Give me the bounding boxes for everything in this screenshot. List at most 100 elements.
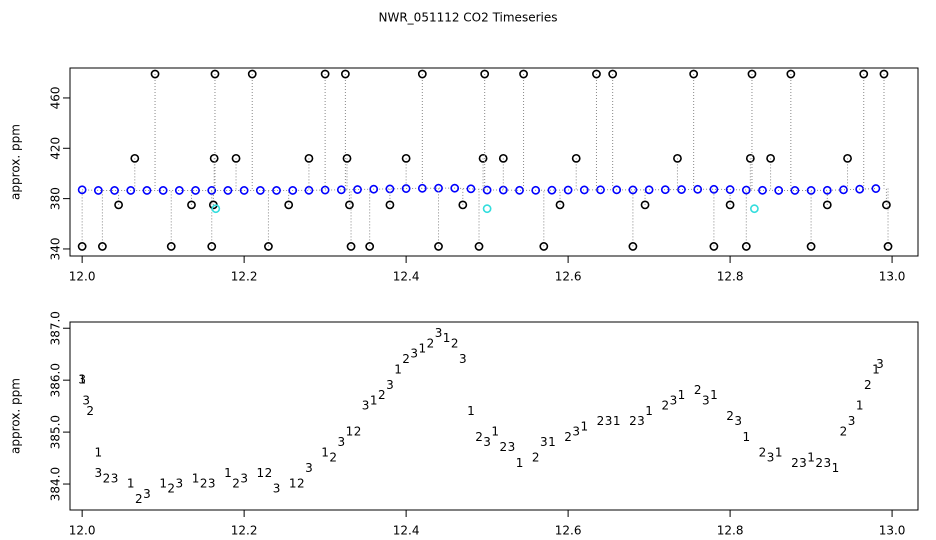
point-marker: 2 bbox=[532, 451, 540, 465]
x-tick-label: 12.6 bbox=[555, 524, 582, 538]
y-axis-label: approx. ppm bbox=[9, 124, 23, 200]
point-marker: 3 bbox=[637, 414, 645, 428]
point bbox=[515, 185, 524, 195]
point-marker: 2 bbox=[791, 456, 799, 470]
point-marker: 2 bbox=[200, 477, 208, 491]
point bbox=[571, 153, 581, 163]
point bbox=[822, 200, 832, 210]
point bbox=[883, 242, 893, 251]
point-marker: 3 bbox=[208, 477, 216, 491]
point bbox=[660, 185, 670, 195]
x-tick-label: 12.2 bbox=[231, 270, 258, 284]
y-tick-label: 460 bbox=[49, 86, 63, 109]
point-marker: 3 bbox=[799, 456, 807, 470]
point bbox=[725, 200, 735, 210]
point-marker: 3 bbox=[338, 435, 346, 449]
point bbox=[474, 242, 484, 251]
point bbox=[539, 242, 549, 251]
x-tick-label: 12.6 bbox=[555, 270, 582, 284]
point-marker: 1 bbox=[548, 435, 556, 449]
point-marker: 3 bbox=[273, 482, 281, 496]
point-marker: 3 bbox=[848, 414, 856, 428]
point-marker: 1 bbox=[192, 471, 200, 485]
point bbox=[693, 184, 703, 194]
point bbox=[166, 242, 176, 251]
point-marker: 3 bbox=[143, 487, 151, 501]
point bbox=[142, 186, 152, 195]
point bbox=[741, 185, 751, 195]
point-marker: 2 bbox=[759, 445, 767, 459]
point-marker: 2 bbox=[86, 404, 94, 418]
point bbox=[871, 184, 881, 193]
point bbox=[284, 200, 294, 210]
y-axis-label: approx. ppm bbox=[9, 378, 23, 454]
point bbox=[628, 185, 638, 195]
point bbox=[747, 69, 757, 79]
point-marker: 2 bbox=[694, 383, 702, 397]
point bbox=[774, 186, 784, 195]
point bbox=[97, 242, 107, 251]
point bbox=[174, 186, 184, 195]
point-marker: 3 bbox=[240, 471, 248, 485]
point-marker: 3 bbox=[459, 352, 467, 366]
point-marker: 1 bbox=[807, 451, 815, 465]
point bbox=[130, 153, 140, 163]
point-marker: 2 bbox=[329, 451, 337, 465]
point bbox=[478, 153, 488, 163]
point-marker: 1 bbox=[872, 362, 880, 376]
x-tick-label: 12.8 bbox=[717, 524, 744, 538]
point-marker: 2 bbox=[661, 399, 669, 413]
point-marker: 3 bbox=[508, 440, 516, 454]
point bbox=[555, 200, 565, 210]
point bbox=[434, 242, 443, 251]
point bbox=[839, 185, 848, 195]
point bbox=[745, 153, 755, 163]
point bbox=[304, 153, 314, 163]
point bbox=[340, 69, 350, 79]
point-marker: 2 bbox=[103, 471, 111, 485]
x-tick-label: 12.8 bbox=[717, 270, 744, 284]
point-marker: 3 bbox=[386, 378, 394, 392]
point bbox=[450, 183, 460, 193]
point-marker: 1 bbox=[856, 399, 864, 413]
point bbox=[480, 69, 490, 79]
point-marker: 3 bbox=[823, 456, 831, 470]
point-marker: 1 bbox=[159, 477, 167, 491]
point bbox=[709, 184, 719, 194]
point bbox=[766, 153, 775, 163]
point bbox=[790, 186, 800, 195]
point-marker: 3 bbox=[176, 477, 184, 491]
point-marker: 1 bbox=[346, 425, 354, 439]
point-marker: 1 bbox=[370, 393, 378, 407]
point bbox=[209, 153, 219, 163]
point-marker: 2 bbox=[167, 482, 175, 496]
point bbox=[223, 186, 233, 195]
point bbox=[417, 183, 427, 193]
point bbox=[77, 242, 87, 251]
point bbox=[255, 186, 265, 195]
point bbox=[879, 69, 889, 79]
point bbox=[272, 186, 281, 195]
y-tick-label: 386.0 bbox=[49, 363, 63, 397]
point bbox=[689, 69, 699, 79]
point-marker: 2 bbox=[402, 352, 410, 366]
point bbox=[741, 242, 751, 251]
y-tick-label: 384.0 bbox=[49, 467, 63, 501]
point bbox=[353, 185, 362, 194]
point bbox=[709, 242, 719, 251]
point-marker: 3 bbox=[483, 435, 491, 449]
point bbox=[346, 242, 356, 251]
point bbox=[786, 69, 796, 79]
point bbox=[563, 185, 573, 195]
point-marker: 1 bbox=[491, 425, 499, 439]
point-marker: 3 bbox=[767, 451, 775, 465]
point-marker: 1 bbox=[78, 373, 86, 387]
point-marker: 3 bbox=[82, 393, 90, 407]
x-tick-label: 12.4 bbox=[393, 524, 420, 538]
point-marker: 1 bbox=[224, 466, 232, 480]
point bbox=[231, 153, 241, 163]
point-marker: 2 bbox=[135, 492, 143, 506]
point bbox=[466, 184, 476, 194]
point bbox=[210, 69, 220, 79]
point bbox=[725, 185, 735, 194]
